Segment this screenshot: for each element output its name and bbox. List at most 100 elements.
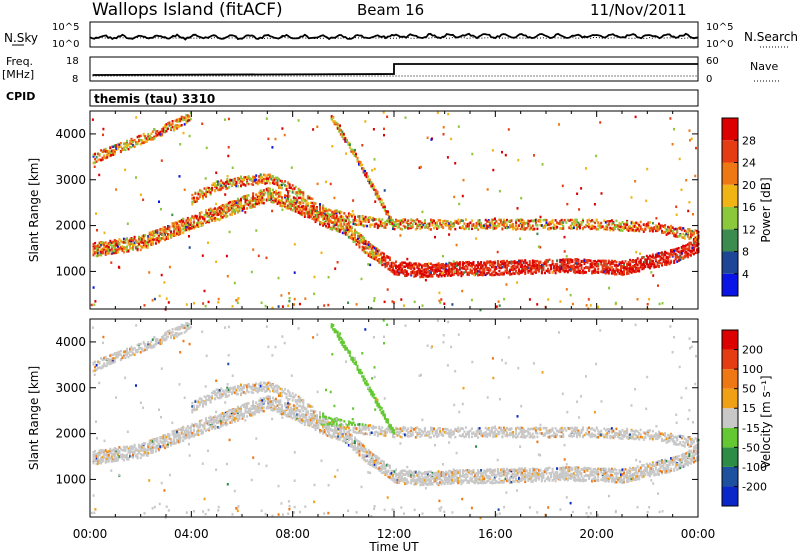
power-point [499, 304, 501, 307]
power-point [216, 210, 218, 213]
power-panel-frame [90, 111, 698, 309]
power-point [693, 232, 695, 235]
power-point [682, 227, 684, 230]
noise-sky-line [90, 34, 698, 40]
power-point [684, 237, 686, 240]
power-point [362, 215, 364, 218]
power-point [278, 277, 280, 280]
power-point [384, 206, 386, 209]
velocity-data [91, 319, 700, 519]
power-point [378, 249, 380, 252]
power-point [672, 230, 674, 233]
power-point [315, 202, 317, 205]
power-point [506, 223, 508, 226]
power-point [227, 155, 229, 158]
power-point [202, 197, 204, 200]
power-point [498, 300, 500, 303]
power-point [393, 221, 395, 224]
power-point [597, 265, 599, 268]
power-point [99, 153, 101, 156]
power-point [639, 253, 641, 256]
power-point [346, 139, 348, 142]
power-point [566, 255, 568, 258]
power-point [580, 187, 582, 190]
power-point [240, 176, 242, 179]
power-point [206, 147, 208, 150]
power-point [368, 219, 370, 222]
power-point [447, 113, 449, 116]
power-point [650, 271, 652, 274]
power-point [690, 254, 692, 257]
power-point [94, 153, 96, 156]
power-point [536, 303, 538, 306]
power-point [217, 301, 219, 304]
power-point [673, 250, 675, 253]
power-point [120, 146, 122, 149]
power-point [294, 271, 296, 274]
power-data [91, 111, 700, 311]
power-point [94, 300, 96, 303]
power-point [289, 183, 291, 186]
power-point [345, 152, 347, 155]
power-point [110, 261, 112, 264]
power-point [255, 193, 257, 196]
nave-tick-top: 60 [706, 56, 719, 67]
power-point [340, 211, 342, 214]
power-point [153, 235, 155, 238]
power-point [495, 267, 497, 270]
power-point [260, 173, 262, 176]
power-point [127, 223, 129, 226]
power-point [254, 176, 256, 179]
power-point [365, 216, 367, 219]
power-point [442, 272, 444, 275]
power-point [169, 266, 171, 269]
power-point [366, 225, 368, 228]
power-point [351, 226, 353, 229]
power-point [386, 223, 388, 226]
power-point [564, 219, 566, 222]
power-point [292, 184, 294, 187]
power-point [337, 123, 339, 126]
power-point [365, 240, 367, 243]
power-point [357, 157, 359, 160]
power-point [146, 141, 148, 144]
power-point [189, 246, 191, 249]
power-point [144, 304, 146, 307]
power-point [328, 223, 330, 226]
power-point [289, 190, 291, 193]
power-point [135, 176, 137, 179]
power-point [558, 123, 560, 126]
power-point [341, 131, 343, 134]
power-point [140, 194, 142, 197]
power-point [694, 175, 696, 178]
power-point [634, 180, 636, 183]
power-point [570, 294, 572, 297]
power-point [443, 303, 445, 306]
power-point [353, 213, 355, 216]
power-point [179, 143, 181, 146]
power-point [394, 228, 396, 231]
power-point [515, 270, 517, 273]
power-point [359, 217, 361, 220]
power-point [515, 221, 517, 224]
power-point [118, 266, 120, 269]
power-point [343, 133, 345, 136]
power-point [685, 179, 687, 182]
power-point [153, 128, 155, 131]
power-point [422, 304, 424, 307]
freq-tick-top: 18 [66, 56, 79, 67]
power-point [263, 202, 265, 205]
power-point [336, 214, 338, 217]
power-point [317, 183, 319, 186]
power-point [205, 305, 207, 308]
power-point [152, 241, 154, 244]
power-point [381, 199, 383, 202]
power-point [202, 302, 204, 305]
power-point [194, 192, 196, 195]
power-point [245, 184, 247, 187]
power-point [104, 232, 106, 235]
power-point [169, 225, 171, 228]
power-point [227, 175, 229, 178]
power-point [595, 155, 597, 158]
